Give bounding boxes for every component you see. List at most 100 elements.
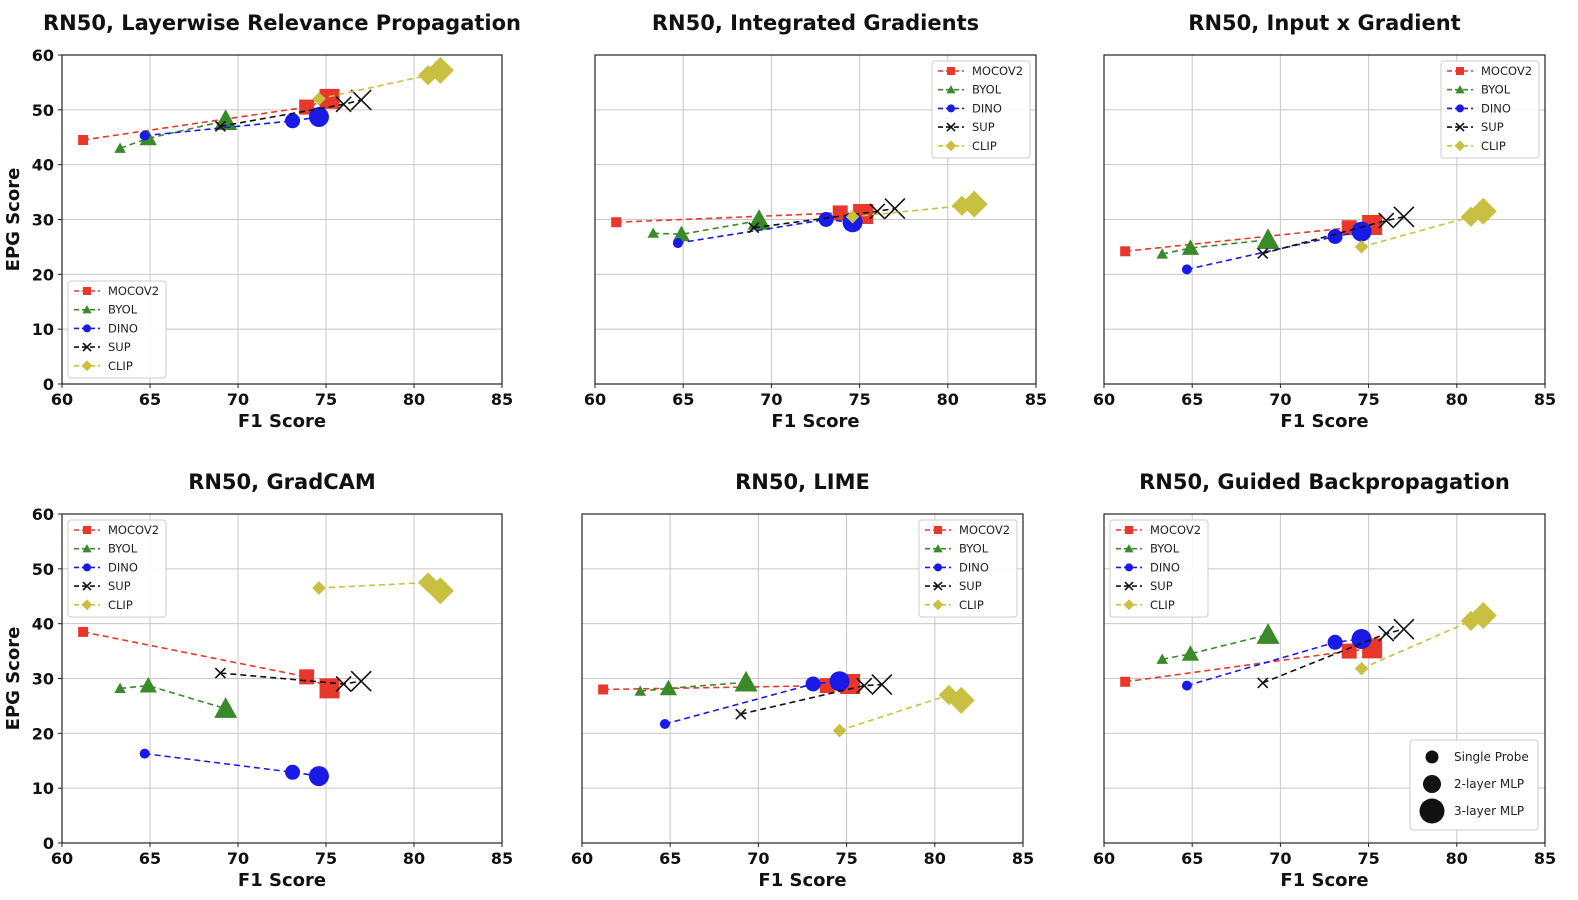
x-tick-label: 75 [835, 849, 857, 868]
data-point [78, 626, 89, 637]
data-point [299, 669, 315, 685]
y-tick-label: 30 [32, 211, 54, 230]
series-dino [139, 748, 329, 787]
x-tick-label: 85 [1012, 849, 1034, 868]
legend-marker [933, 544, 943, 553]
chart-title: RN50, LIME [735, 470, 870, 494]
data-point [735, 708, 747, 720]
data-point [871, 673, 893, 696]
data-point [829, 671, 850, 692]
data-point [748, 222, 760, 234]
data-point [1181, 645, 1200, 661]
data-point [214, 667, 226, 679]
data-point [1257, 677, 1269, 689]
x-tick-label: 75 [1357, 849, 1379, 868]
legend-box [931, 60, 1031, 159]
legend-marker [934, 526, 942, 534]
data-point [319, 88, 340, 109]
legend-label: SUP [1150, 579, 1173, 593]
legend-marker [1455, 85, 1465, 94]
chart-panel-5: 60 65 70 75 80 85 RN50, LIME F1 Score MOCOV2 BYOL… [571, 470, 1034, 891]
legend-label: MOCOV2 [108, 284, 159, 298]
data-point [308, 106, 329, 127]
data-point [1327, 228, 1343, 244]
x-tick-label: 70 [747, 849, 769, 868]
data-point [139, 677, 157, 693]
x-axis-label: F1 Score [771, 411, 859, 432]
y-axis-label: EPG Score [3, 168, 24, 272]
legend: MOCOV2 BYOL DINO SUP CLIP [67, 280, 167, 379]
data-point [1256, 623, 1280, 644]
data-point [1354, 661, 1369, 676]
series-byol [114, 109, 238, 153]
data-point [672, 238, 683, 249]
legend-label: DINO [1481, 101, 1511, 115]
data-point [1120, 246, 1131, 257]
plot-frame [594, 54, 1037, 385]
chart-panel-6: 60 65 70 75 80 85 RN50, Guided Backpropagation… [1093, 470, 1556, 891]
x-tick-label: 60 [51, 849, 73, 868]
legend-label: CLIP [1481, 139, 1506, 153]
x-tick-label: 65 [139, 390, 161, 409]
x-tick-label: 60 [571, 849, 593, 868]
legend-label: SUP [108, 340, 131, 354]
y-tick-label: 10 [32, 320, 54, 339]
legend-marker [83, 324, 91, 333]
x-tick-label: 75 [315, 390, 337, 409]
legend-marker [1124, 581, 1134, 591]
data-point [1256, 228, 1280, 249]
x-tick-label: 80 [937, 390, 959, 409]
data-point [598, 684, 609, 695]
legend-label: MOCOV2 [972, 64, 1023, 78]
legend-marker [1455, 122, 1465, 132]
x-tick-label: 65 [672, 390, 694, 409]
series-line [640, 681, 747, 692]
data-point [1354, 240, 1369, 254]
legend-marker [946, 122, 956, 132]
series-sup [214, 667, 372, 693]
legend-marker [81, 360, 93, 372]
series-line [839, 694, 962, 732]
legend-marker [82, 544, 92, 553]
data-point [659, 679, 678, 696]
series-line [653, 219, 760, 236]
data-point [308, 766, 329, 787]
series-byol [1156, 228, 1280, 259]
y-tick-label: 60 [32, 46, 54, 65]
x-tick-label: 60 [584, 390, 606, 409]
data-point [285, 113, 301, 129]
legend-box [1440, 60, 1540, 159]
chart-title: RN50, Guided Backpropagation [1139, 470, 1510, 494]
series-clip [312, 572, 454, 605]
x-tick-label: 75 [848, 390, 870, 409]
legend-marker [1456, 67, 1464, 75]
size-legend-marker [1423, 775, 1441, 793]
chart-title: RN50, Input x Gradient [1188, 11, 1460, 35]
legend-marker [947, 104, 955, 113]
legend-marker [1456, 104, 1464, 113]
x-tick-label: 80 [403, 390, 425, 409]
data-point [1393, 206, 1415, 228]
series-clip [832, 684, 975, 738]
y-tick-label: 20 [32, 724, 54, 743]
x-tick-label: 85 [491, 849, 513, 868]
x-tick-label: 80 [1446, 390, 1468, 409]
data-point [947, 686, 975, 714]
data-point [747, 209, 771, 230]
chart-title: RN50, Integrated Gradients [652, 11, 979, 35]
series-byol [1156, 623, 1280, 664]
series-byol [647, 209, 771, 242]
y-tick-label: 0 [43, 834, 54, 853]
series-dino [139, 106, 329, 141]
data-point [139, 130, 150, 141]
series-clip [845, 190, 988, 224]
legend-label: DINO [959, 560, 989, 574]
legend-marker [83, 526, 91, 534]
y-tick-label: 40 [32, 615, 54, 634]
data-point [1341, 643, 1357, 659]
data-point [818, 212, 834, 227]
data-point [335, 96, 352, 113]
data-point [1469, 197, 1497, 225]
x-axis-label: F1 Score [1280, 411, 1368, 432]
